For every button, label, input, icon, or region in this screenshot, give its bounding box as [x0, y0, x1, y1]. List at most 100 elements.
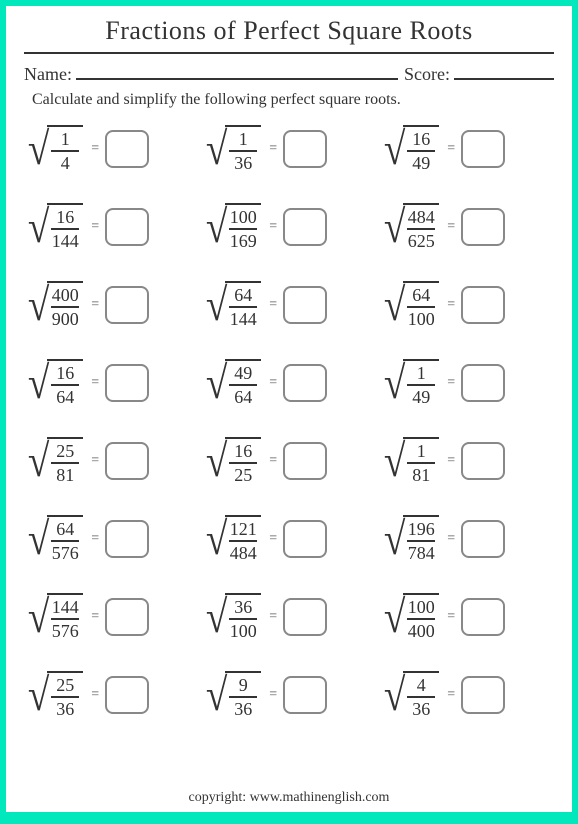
fraction: 484625	[403, 203, 439, 251]
answer-box[interactable]	[105, 364, 149, 402]
fraction-bar	[407, 306, 435, 308]
denominator: 49	[412, 387, 430, 407]
fraction: 136	[225, 125, 261, 173]
fraction-bar	[51, 228, 79, 230]
instruction-text: Calculate and simplify the following per…	[32, 91, 554, 109]
radical-icon: √	[384, 437, 405, 485]
equals-sign: =	[447, 375, 455, 391]
radical-icon: √	[384, 593, 405, 641]
fraction: 2536	[47, 671, 83, 719]
radical-icon: √	[28, 281, 49, 329]
numerator: 25	[56, 441, 74, 461]
answer-box[interactable]	[461, 208, 505, 246]
answer-box[interactable]	[461, 442, 505, 480]
equals-sign: =	[447, 219, 455, 235]
denominator: 625	[408, 231, 435, 251]
answer-box[interactable]	[283, 598, 327, 636]
fraction-bar	[229, 228, 257, 230]
numerator: 1	[417, 441, 426, 461]
answer-box[interactable]	[105, 520, 149, 558]
problem-cell: √64144=	[204, 275, 374, 335]
answer-box[interactable]	[283, 442, 327, 480]
answer-box[interactable]	[105, 130, 149, 168]
sqrt-expression: √100400	[382, 593, 439, 641]
answer-box[interactable]	[461, 676, 505, 714]
fraction-bar	[51, 150, 79, 152]
sqrt-expression: √2581	[26, 437, 83, 485]
answer-box[interactable]	[461, 286, 505, 324]
sqrt-expression: √36100	[204, 593, 261, 641]
answer-box[interactable]	[461, 130, 505, 168]
fraction: 36100	[225, 593, 261, 641]
equals-sign: =	[91, 141, 99, 157]
radical-icon: √	[206, 515, 227, 563]
equals-sign: =	[269, 141, 277, 157]
answer-box[interactable]	[461, 364, 505, 402]
fraction-bar	[51, 540, 79, 542]
denominator: 576	[52, 543, 79, 563]
denominator: 900	[52, 309, 79, 329]
problem-cell: √100400 =	[382, 587, 552, 647]
equals-sign: =	[447, 609, 455, 625]
fraction-bar	[51, 462, 79, 464]
equals-sign: =	[269, 531, 277, 547]
equals-sign: =	[269, 375, 277, 391]
answer-box[interactable]	[105, 286, 149, 324]
answer-box[interactable]	[105, 442, 149, 480]
fraction-bar	[229, 462, 257, 464]
fraction-bar	[229, 306, 257, 308]
numerator: 16	[412, 129, 430, 149]
numerator: 1	[239, 129, 248, 149]
problem-cell: √2536=	[26, 665, 196, 725]
fraction-bar	[51, 696, 79, 698]
radical-icon: √	[206, 437, 227, 485]
problem-cell: √1625=	[204, 431, 374, 491]
denominator: 100	[230, 621, 257, 641]
numerator: 4	[417, 675, 426, 695]
answer-box[interactable]	[283, 520, 327, 558]
answer-box[interactable]	[105, 208, 149, 246]
answer-box[interactable]	[105, 598, 149, 636]
name-input-blank[interactable]	[76, 62, 398, 80]
numerator: 25	[56, 675, 74, 695]
problem-cell: √196784=	[382, 509, 552, 569]
equals-sign: =	[91, 219, 99, 235]
fraction: 181	[403, 437, 439, 485]
numerator: 36	[234, 597, 252, 617]
problem-cell: √64576=	[26, 509, 196, 569]
fraction-bar	[407, 150, 435, 152]
score-input-blank[interactable]	[454, 62, 554, 80]
answer-box[interactable]	[461, 598, 505, 636]
denominator: 36	[234, 699, 252, 719]
sqrt-expression: √149	[382, 359, 439, 407]
fraction: 100169	[225, 203, 261, 251]
equals-sign: =	[447, 141, 455, 157]
answer-box[interactable]	[461, 520, 505, 558]
equals-sign: =	[447, 297, 455, 313]
denominator: 784	[408, 543, 435, 563]
answer-box[interactable]	[283, 676, 327, 714]
denominator: 25	[234, 465, 252, 485]
problem-cell: √2581=	[26, 431, 196, 491]
problem-cell: √436 =	[382, 665, 552, 725]
answer-box[interactable]	[105, 676, 149, 714]
answer-box[interactable]	[283, 208, 327, 246]
radical-icon: √	[384, 281, 405, 329]
numerator: 100	[230, 207, 257, 227]
fraction: 2581	[47, 437, 83, 485]
answer-box[interactable]	[283, 364, 327, 402]
answer-box[interactable]	[283, 286, 327, 324]
problem-cell: √100169=	[204, 197, 374, 257]
denominator: 64	[234, 387, 252, 407]
numerator: 16	[56, 363, 74, 383]
equals-sign: =	[269, 297, 277, 313]
answer-box[interactable]	[283, 130, 327, 168]
sqrt-expression: √436	[382, 671, 439, 719]
equals-sign: =	[269, 609, 277, 625]
name-label: Name:	[24, 64, 72, 85]
fraction: 1649	[403, 125, 439, 173]
radical-icon: √	[384, 203, 405, 251]
radical-icon: √	[28, 203, 49, 251]
equals-sign: =	[447, 687, 455, 703]
sqrt-expression: √1664	[26, 359, 83, 407]
